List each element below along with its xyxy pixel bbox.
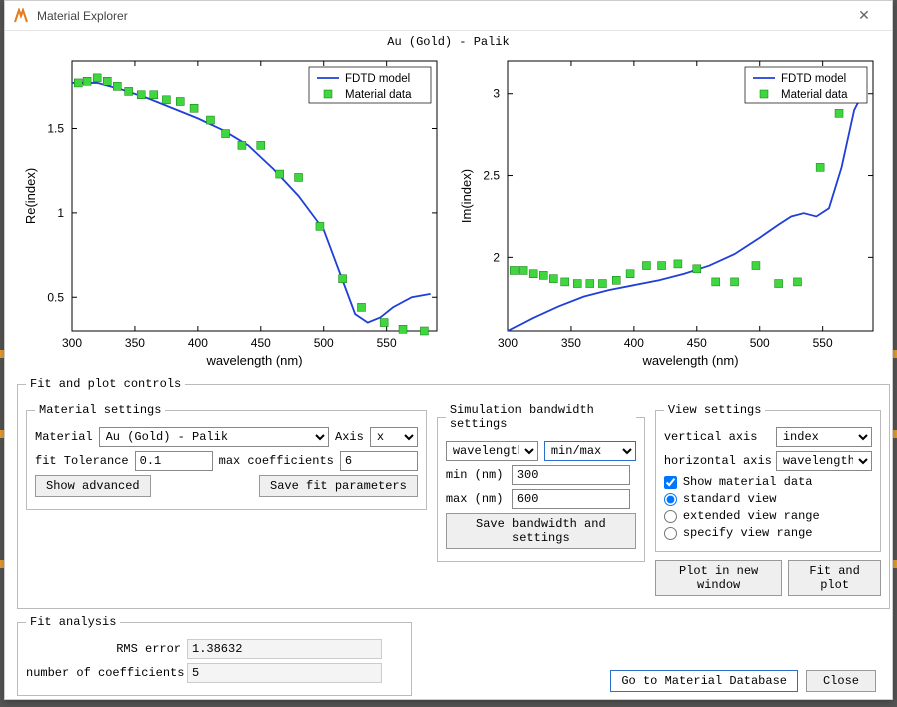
titlebar: Material Explorer ✕: [5, 1, 892, 31]
svg-text:400: 400: [188, 336, 208, 350]
svg-text:Material data: Material data: [781, 89, 848, 101]
sim-mode2-select[interactable]: min/max: [544, 441, 636, 461]
sim-bandwidth-settings: Simulation bandwidth settings wavelength…: [437, 403, 645, 562]
sim-mode1-select[interactable]: wavelength: [446, 441, 538, 461]
standard-view-radio[interactable]: [664, 493, 677, 506]
max-coef-input[interactable]: [340, 451, 418, 471]
haxis-label: horizontal axis: [664, 454, 770, 468]
material-select[interactable]: Au (Gold) - Palik: [99, 427, 329, 447]
window-title: Material Explorer: [37, 9, 844, 23]
sim-min-input[interactable]: [512, 465, 630, 485]
svg-text:3: 3: [493, 87, 500, 101]
standard-view-label: standard view: [683, 492, 777, 506]
svg-text:550: 550: [377, 336, 397, 350]
show-data-checkbox[interactable]: [664, 476, 677, 489]
app-icon: [13, 8, 29, 24]
sim-min-label: min (nm): [446, 468, 506, 482]
fit-tol-label: fit Tolerance: [35, 454, 129, 468]
max-coef-label: max coefficients: [219, 454, 334, 468]
material-settings: Material settings Material Au (Gold) - P…: [26, 403, 427, 510]
haxis-select[interactable]: wavelength: [776, 451, 872, 471]
show-data-label: Show material data: [683, 475, 813, 489]
svg-text:1: 1: [57, 206, 64, 220]
material-settings-legend: Material settings: [35, 403, 165, 417]
im-index-chart: 300 350 400 450 500 550 2 2.5 3 wavelength (nm) Im…: [453, 51, 881, 371]
svg-text:350: 350: [125, 336, 145, 350]
fit-tol-input[interactable]: [135, 451, 213, 471]
close-button[interactable]: Close: [806, 670, 876, 692]
charts-area: 300 350 400 450 500 550 0.5 1 1.5 wavelength (nm)…: [17, 51, 880, 371]
goto-database-button[interactable]: Go to Material Database: [610, 670, 798, 692]
svg-text:350: 350: [560, 336, 580, 350]
material-explorer-window: Material Explorer ✕ Au (Gold) - Palik 30…: [4, 0, 893, 700]
fit-plot-controls: Fit and plot controls Material settings …: [17, 377, 890, 609]
plot-new-window-button[interactable]: Plot in new window: [655, 560, 783, 596]
specify-view-label: specify view range: [683, 526, 813, 540]
svg-text:400: 400: [623, 336, 643, 350]
show-advanced-button[interactable]: Show advanced: [35, 475, 151, 497]
svg-text:wavelength (nm): wavelength (nm): [641, 353, 738, 368]
axis-label: Axis: [335, 430, 364, 444]
svg-text:Re(index): Re(index): [23, 168, 38, 224]
svg-text:300: 300: [62, 336, 82, 350]
svg-text:0.5: 0.5: [47, 290, 64, 304]
svg-text:450: 450: [251, 336, 271, 350]
extended-view-label: extended view range: [683, 509, 820, 523]
svg-text:FDTD model: FDTD model: [781, 73, 846, 85]
sim-bandwidth-legend: Simulation bandwidth settings: [446, 403, 636, 431]
fit-analysis-legend: Fit analysis: [26, 615, 120, 629]
close-icon[interactable]: ✕: [844, 2, 884, 30]
rms-label: RMS error: [26, 642, 181, 656]
svg-text:Material data: Material data: [345, 89, 412, 101]
re-index-chart: 300 350 400 450 500 550 0.5 1 1.5 wavelength (nm)…: [17, 51, 445, 371]
ncoef-label: number of coefficients: [26, 666, 181, 680]
svg-text:2: 2: [493, 250, 500, 264]
svg-text:FDTD model: FDTD model: [345, 73, 410, 85]
fit-plot-controls-legend: Fit and plot controls: [26, 377, 185, 391]
extended-view-radio[interactable]: [664, 510, 677, 523]
rms-value: [187, 639, 382, 659]
sim-max-label: max (nm): [446, 492, 506, 506]
vaxis-select[interactable]: index: [776, 427, 872, 447]
view-settings-legend: View settings: [664, 403, 766, 417]
fit-and-plot-button[interactable]: Fit and plot: [788, 560, 880, 596]
svg-text:1.5: 1.5: [47, 122, 64, 136]
svg-text:500: 500: [314, 336, 334, 350]
svg-text:2.5: 2.5: [483, 169, 500, 183]
specify-view-radio[interactable]: [664, 527, 677, 540]
ncoef-value: [187, 663, 382, 683]
svg-text:wavelength (nm): wavelength (nm): [205, 353, 302, 368]
svg-text:500: 500: [749, 336, 769, 350]
material-label: Material: [35, 430, 93, 444]
svg-text:550: 550: [812, 336, 832, 350]
save-fit-button[interactable]: Save fit parameters: [259, 475, 418, 497]
save-bandwidth-button[interactable]: Save bandwidth and settings: [446, 513, 636, 549]
svg-text:Im(index): Im(index): [459, 169, 474, 223]
vaxis-label: vertical axis: [664, 430, 770, 444]
chart-header-title: Au (Gold) - Palik: [17, 31, 880, 51]
svg-text:300: 300: [497, 336, 517, 350]
view-settings: View settings vertical axis index horizo…: [655, 403, 881, 552]
axis-select[interactable]: x: [370, 427, 418, 447]
svg-text:450: 450: [686, 336, 706, 350]
sim-max-input[interactable]: [512, 489, 630, 509]
